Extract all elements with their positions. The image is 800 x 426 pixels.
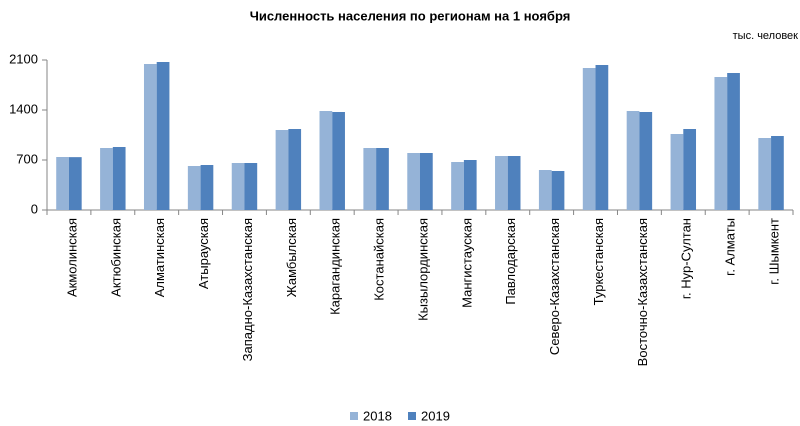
bar — [363, 148, 377, 210]
bar — [714, 77, 728, 210]
bar — [319, 111, 333, 210]
bar — [407, 153, 420, 210]
x-tick-label: г. Шымкент — [766, 218, 781, 285]
bar — [244, 163, 258, 210]
bar — [376, 148, 389, 210]
x-tick-label: г. Алматы — [723, 218, 738, 276]
bar — [112, 147, 126, 210]
y-tick-label: 2100 — [9, 51, 38, 66]
bar — [670, 134, 684, 210]
x-tick-label: Жамбылская — [284, 218, 299, 297]
x-tick-label: Восточно-Казахстанская — [635, 218, 650, 366]
x-tick-label: Кызылординская — [415, 218, 430, 321]
bar — [288, 129, 302, 210]
x-tick-label: Карагандинская — [328, 218, 343, 315]
x-tick-label: Мангистауская — [459, 218, 474, 308]
bar — [56, 157, 69, 210]
bar — [538, 170, 552, 210]
x-tick-label: Туркестанская — [591, 218, 606, 305]
legend-label: 2018 — [363, 408, 392, 423]
bar — [595, 65, 609, 210]
bar — [771, 136, 784, 210]
x-tick-label: Акмолинская — [64, 218, 79, 297]
x-tick-label: г. Нур-Султан — [679, 218, 694, 299]
bar — [156, 62, 170, 210]
bar — [626, 111, 640, 210]
bar — [495, 156, 508, 210]
x-tick-label: Павлодарская — [503, 218, 518, 305]
bar — [187, 166, 201, 210]
x-tick-label: Костанайская — [372, 218, 387, 301]
x-tick-label: Алматинская — [152, 218, 167, 297]
y-tick-label: 0 — [31, 201, 38, 216]
x-tick-label: Северо-Казахстанская — [547, 218, 562, 355]
unit-label: тыс. человек — [733, 30, 799, 42]
chart-title: Численность населения по регионам на 1 н… — [250, 8, 571, 23]
bar — [275, 130, 289, 210]
bar — [332, 112, 345, 210]
x-tick-label: Атырауская — [196, 218, 211, 289]
bar — [231, 163, 245, 210]
bar — [683, 129, 697, 210]
bar — [451, 162, 464, 210]
bar — [727, 73, 740, 210]
y-tick-label: 700 — [16, 151, 38, 166]
bar — [639, 112, 653, 210]
legend-swatch — [408, 412, 416, 420]
bar — [507, 156, 521, 210]
bar — [463, 160, 477, 210]
legend-label: 2019 — [421, 408, 450, 423]
bar — [143, 64, 157, 210]
legend-swatch — [350, 412, 358, 420]
bar — [582, 68, 596, 210]
bar — [551, 171, 565, 210]
bar — [758, 138, 772, 210]
y-tick-label: 1400 — [9, 101, 38, 116]
bar — [68, 157, 82, 210]
bar — [420, 153, 433, 210]
bar — [100, 148, 113, 210]
x-tick-label: Западно-Казахстанская — [240, 218, 255, 361]
x-tick-label: Актюбинская — [108, 218, 123, 297]
bar — [200, 165, 214, 210]
